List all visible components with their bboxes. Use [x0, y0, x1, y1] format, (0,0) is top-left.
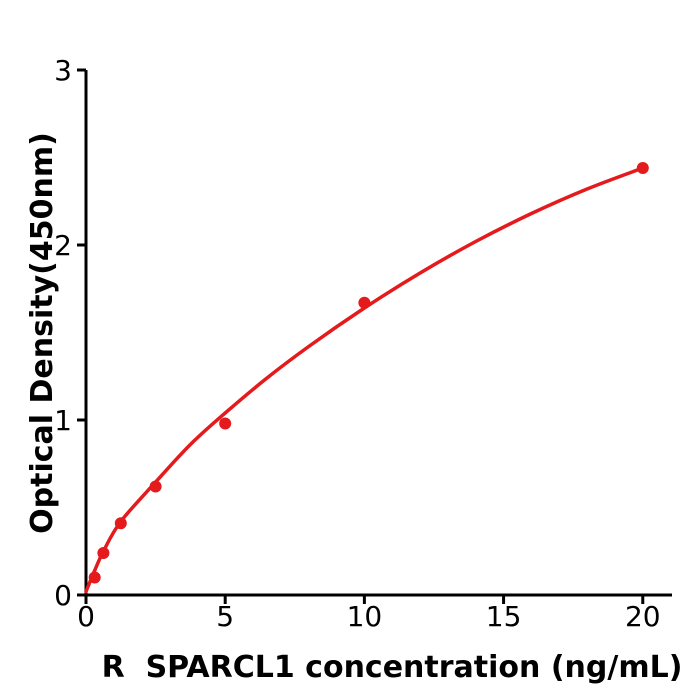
data-point	[114, 517, 127, 530]
x-tick-label: 0	[77, 600, 95, 633]
y-tick-label: 2	[54, 229, 72, 262]
y-axis-title: Optical Density(450nm)	[25, 132, 60, 534]
data-point	[88, 571, 101, 584]
data-point	[636, 162, 649, 174]
data-point	[358, 296, 371, 309]
x-tick-label: 15	[486, 600, 522, 633]
x-axis-title: R SPARCL1 concentration (ng/mL)	[102, 650, 683, 685]
plot-area: 0 5 10 15 20 0 1 2 3	[54, 54, 672, 633]
x-tick-label: 5	[216, 600, 234, 633]
y-tick-label: 3	[54, 54, 72, 87]
data-point	[219, 417, 232, 430]
x-tick-label: 10	[347, 600, 383, 633]
fit-curve	[84, 166, 645, 594]
data-point	[149, 480, 162, 493]
y-tick-label: 0	[54, 579, 72, 612]
data-point	[97, 547, 110, 559]
x-tick-label: 20	[625, 600, 661, 633]
y-tick-label: 1	[54, 404, 72, 437]
